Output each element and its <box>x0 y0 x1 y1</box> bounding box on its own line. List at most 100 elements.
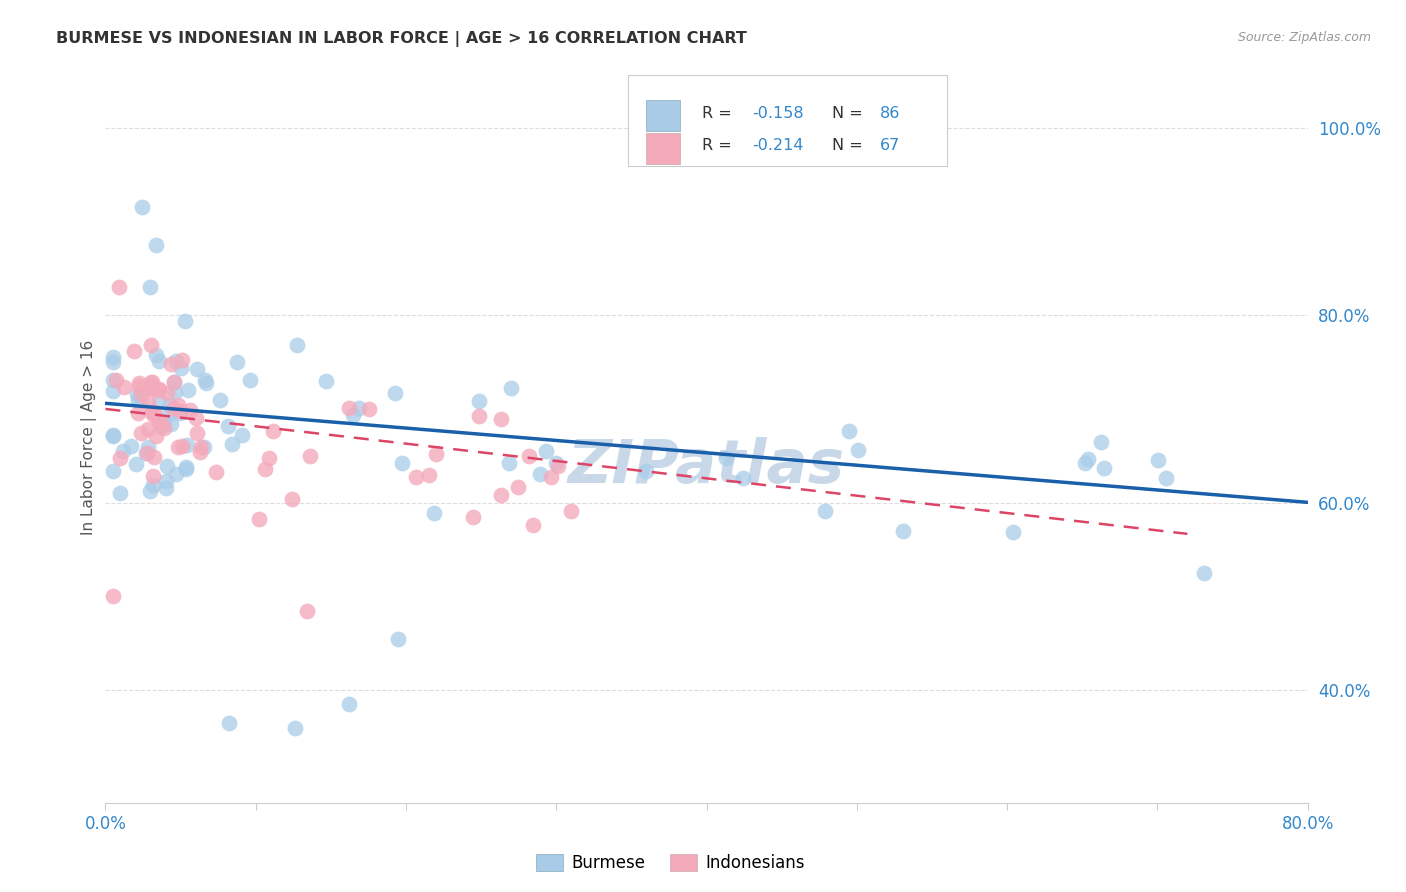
Point <box>141 376 163 390</box>
Point <box>179 402 201 417</box>
Point <box>247 512 270 526</box>
FancyBboxPatch shape <box>647 133 681 163</box>
Point <box>357 402 380 417</box>
Point <box>141 469 163 483</box>
Text: 67: 67 <box>880 138 900 153</box>
Point <box>226 355 249 369</box>
Point <box>101 373 124 387</box>
Point <box>139 379 162 393</box>
Point <box>101 354 124 368</box>
Point <box>217 418 239 433</box>
Point <box>110 451 132 466</box>
Point <box>281 492 304 507</box>
Point <box>299 450 322 464</box>
Point <box>139 337 162 351</box>
Point <box>128 376 150 391</box>
Point <box>163 385 186 400</box>
Point <box>148 392 170 406</box>
Legend: Burmese, Indonesians: Burmese, Indonesians <box>530 847 811 879</box>
Point <box>204 465 226 479</box>
Point <box>153 421 176 435</box>
Text: -0.214: -0.214 <box>752 138 804 153</box>
Point <box>194 376 217 390</box>
Point <box>489 488 512 502</box>
Point <box>285 338 308 352</box>
Point <box>139 484 162 499</box>
Point <box>177 383 200 397</box>
FancyBboxPatch shape <box>647 100 681 130</box>
Point <box>186 425 208 440</box>
Point <box>1192 566 1215 580</box>
Point <box>162 401 184 415</box>
Point <box>534 444 557 458</box>
Point <box>194 373 217 387</box>
Point <box>1076 452 1098 467</box>
Point <box>149 420 172 434</box>
Point <box>165 354 187 368</box>
Point <box>188 445 211 459</box>
Point <box>547 458 569 473</box>
Point <box>135 446 157 460</box>
Point <box>125 457 148 471</box>
Point <box>155 474 177 488</box>
Point <box>254 462 277 476</box>
Point <box>1146 453 1168 467</box>
Point <box>540 470 562 484</box>
Point <box>239 373 262 387</box>
Point <box>186 362 208 376</box>
Point <box>142 408 165 422</box>
Point <box>127 387 149 401</box>
Point <box>391 456 413 470</box>
Point <box>150 416 173 430</box>
Point <box>193 440 215 454</box>
Point <box>159 398 181 412</box>
Point <box>173 314 195 328</box>
Point <box>405 469 427 483</box>
Point <box>339 401 361 416</box>
Point <box>145 429 167 443</box>
Point <box>517 449 540 463</box>
Text: Source: ZipAtlas.com: Source: ZipAtlas.com <box>1237 31 1371 45</box>
Point <box>142 404 165 418</box>
Point <box>148 354 170 368</box>
Point <box>731 471 754 485</box>
Point <box>814 504 837 518</box>
Point <box>714 451 737 466</box>
Point <box>120 439 142 453</box>
Point <box>387 632 409 646</box>
Point <box>157 407 180 421</box>
Point <box>155 481 177 495</box>
Point <box>262 424 284 438</box>
Point <box>498 456 520 470</box>
Point <box>127 392 149 407</box>
Point <box>141 406 163 420</box>
Point <box>499 381 522 395</box>
Point <box>891 524 914 539</box>
Point <box>101 384 124 398</box>
Point <box>166 440 188 454</box>
Point <box>128 378 150 392</box>
Point <box>156 458 179 473</box>
Point <box>163 375 186 389</box>
Point <box>295 603 318 617</box>
FancyBboxPatch shape <box>628 75 948 167</box>
Point <box>315 374 337 388</box>
Point <box>634 464 657 478</box>
Point <box>838 424 860 438</box>
Point <box>1090 434 1112 449</box>
Point <box>1154 471 1177 485</box>
Text: -0.158: -0.158 <box>752 105 804 120</box>
Text: ZIPatlas: ZIPatlas <box>568 437 845 496</box>
Point <box>136 422 159 436</box>
Point <box>257 450 280 465</box>
Point <box>209 392 232 407</box>
Point <box>148 417 170 431</box>
Point <box>136 392 159 407</box>
Point <box>170 360 193 375</box>
Point <box>176 438 198 452</box>
Point <box>218 716 240 731</box>
Text: N =: N = <box>831 138 868 153</box>
Point <box>560 504 582 518</box>
Point <box>136 440 159 454</box>
Point <box>1074 456 1097 470</box>
